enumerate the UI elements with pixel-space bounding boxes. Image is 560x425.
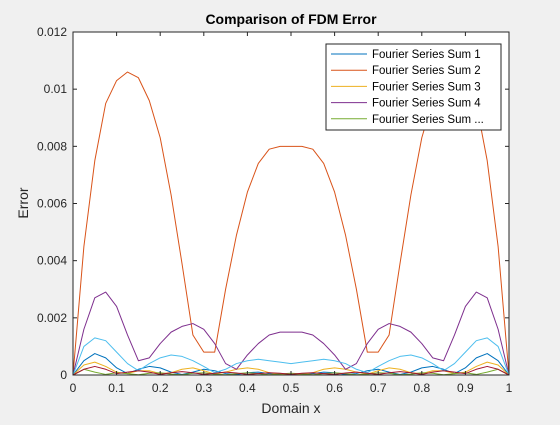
y-tick-label: 0.006 <box>37 197 67 211</box>
x-tick-label: 0.9 <box>457 381 474 395</box>
x-tick-label: 0.5 <box>283 381 300 395</box>
legend-box <box>325 43 502 131</box>
x-tick-label: 0 <box>70 381 77 395</box>
y-tick-label: 0.012 <box>37 25 67 39</box>
y-axis: 0 0.002 0.004 0.006 0.008 0.01 0.012 <box>37 25 509 382</box>
y-axis-label: Error <box>15 187 31 218</box>
y-tick-label: 0.004 <box>37 254 67 268</box>
x-tick-label: 0.4 <box>239 381 256 395</box>
x-tick-label: 0.7 <box>370 381 387 395</box>
series-line-6 <box>72 337 510 376</box>
x-tick-label: 0.1 <box>108 381 125 395</box>
x-tick-label: 0.3 <box>195 381 212 395</box>
y-tick-label: 0.002 <box>37 311 67 325</box>
y-tick-label: 0 <box>60 368 67 382</box>
legend-label-4: Fourier Series Sum 4 <box>372 98 481 110</box>
x-axis-label: Domain x <box>261 400 320 416</box>
series-line-4 <box>72 291 510 376</box>
x-tick-label: 0.8 <box>413 381 430 395</box>
chart-title: Comparison of FDM Error <box>205 11 377 27</box>
x-tick-label: 0.2 <box>152 381 169 395</box>
legend-label-1: Fourier Series Sum 1 <box>372 49 481 61</box>
y-tick-label: 0.01 <box>44 82 68 96</box>
legend-label-3: Fourier Series Sum 3 <box>372 81 481 93</box>
x-tick-label: 1 <box>506 381 513 395</box>
y-tick-label: 0.008 <box>37 139 67 153</box>
legend[interactable]: Fourier Series Sum 1 Fourier Series Sum 2… <box>325 43 502 131</box>
x-axis: 0 0.1 0.2 0.3 0.4 0.5 0.6 0.7 0.8 0.9 1 <box>70 32 513 395</box>
legend-label-2: Fourier Series Sum 2 <box>372 65 481 77</box>
x-tick-label: 0.6 <box>326 381 343 395</box>
legend-label-5: Fourier Series Sum ... <box>372 114 484 126</box>
